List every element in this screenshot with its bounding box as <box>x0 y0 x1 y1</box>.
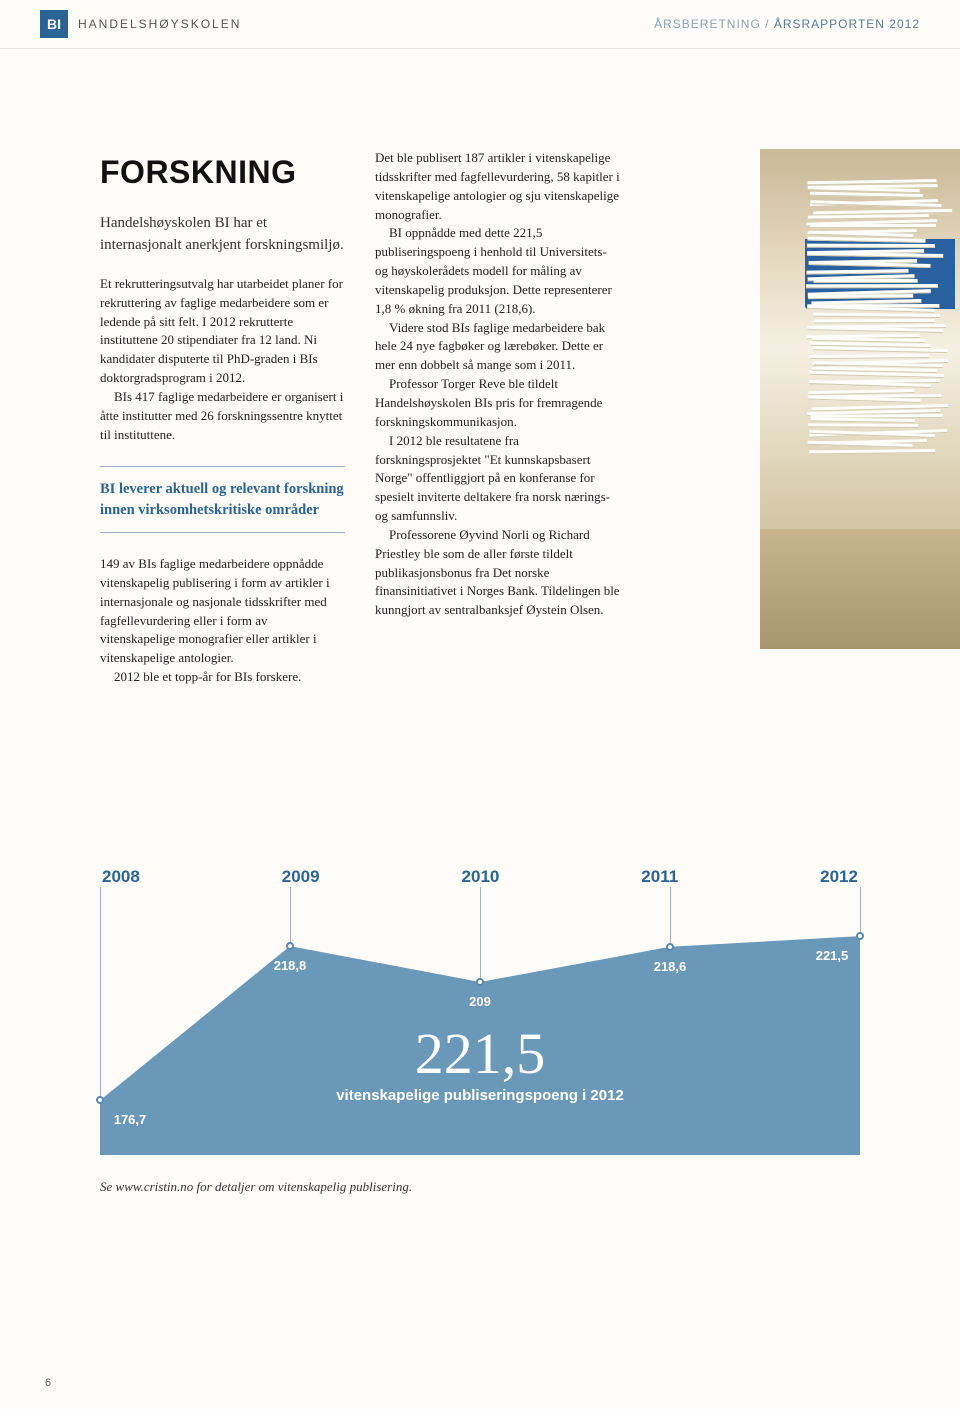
body-paragraph: Det ble publisert 187 artikler i vitensk… <box>375 149 620 224</box>
column-2: Det ble publisert 187 artikler i vitensk… <box>375 149 620 687</box>
breadcrumb: ÅRSBERETNING / ÅRSRAPPORTEN 2012 <box>654 17 920 31</box>
body-paragraph: 2012 ble et topp-år for BIs forskere. <box>100 668 345 687</box>
body-paragraph: BI oppnådde med dette 221,5 publiserings… <box>375 224 620 318</box>
year-label: 2009 <box>282 867 320 887</box>
crumb-report: ÅRSRAPPORTEN 2012 <box>774 17 920 31</box>
area-chart: 2008 2009 2010 2011 2012 221,5 vitenskap… <box>100 867 860 1195</box>
body-paragraph: Professorene Øyvind Norli og Richard Pri… <box>375 526 620 620</box>
chart-footnote: Se www.cristin.no for detaljer om vitens… <box>100 1179 860 1195</box>
chart-point-label: 209 <box>469 994 491 1009</box>
chart-point-label: 176,7 <box>114 1112 147 1127</box>
chart-years: 2008 2009 2010 2011 2012 <box>100 867 860 887</box>
year-label: 2011 <box>641 867 678 887</box>
lead-paragraph: Handelshøyskolen BI har et internasjonal… <box>100 213 345 257</box>
crumb-sep: / <box>761 17 774 31</box>
year-label: 2010 <box>462 867 500 887</box>
page: BI HANDELSHØYSKOLEN ÅRSBERETNING / ÅRSRA… <box>0 0 960 1409</box>
page-number: 6 <box>45 1377 51 1389</box>
chart-point-marker <box>856 932 864 940</box>
crumb-section: ÅRSBERETNING <box>654 17 761 31</box>
year-label: 2008 <box>102 867 140 887</box>
article-content: FORSKNING Handelshøyskolen BI har et int… <box>0 49 960 687</box>
logo-text: HANDELSHØYSKOLEN <box>78 17 241 31</box>
body-paragraph: Et rekrutteringsutvalg har utarbeidet pl… <box>100 275 345 388</box>
chart-point-label: 218,6 <box>654 959 687 974</box>
chart-point-marker <box>96 1096 104 1104</box>
body-paragraph: Videre stod BIs faglige medarbeidere bak… <box>375 319 620 376</box>
year-label: 2012 <box>820 867 858 887</box>
chart-point-marker <box>286 942 294 950</box>
chart-point-marker <box>476 978 484 986</box>
text-columns: FORSKNING Handelshøyskolen BI har et int… <box>100 149 740 687</box>
logo: BI HANDELSHØYSKOLEN <box>40 10 241 38</box>
logo-mark: BI <box>40 10 68 38</box>
column-1: FORSKNING Handelshøyskolen BI har et int… <box>100 149 345 687</box>
body-paragraph: Professor Torger Reve ble tildelt Handel… <box>375 375 620 432</box>
body-paragraph: 149 av BIs faglige medarbeidere oppnådde… <box>100 555 345 668</box>
decorative-photo <box>760 149 960 649</box>
chart-plot: 221,5 vitenskapelige publiseringspoeng i… <box>100 895 860 1155</box>
page-header: BI HANDELSHØYSKOLEN ÅRSBERETNING / ÅRSRA… <box>0 0 960 49</box>
chart-point-label: 221,5 <box>816 948 849 963</box>
chart-point-label: 218,8 <box>274 958 307 973</box>
body-paragraph: BIs 417 faglige medarbeidere er organise… <box>100 388 345 445</box>
pull-quote: BI leverer aktuell og relevant forskning… <box>100 466 345 533</box>
article-title: FORSKNING <box>100 149 345 195</box>
body-paragraph: I 2012 ble resultatene fra forskningspro… <box>375 432 620 526</box>
chart-point-marker <box>666 943 674 951</box>
